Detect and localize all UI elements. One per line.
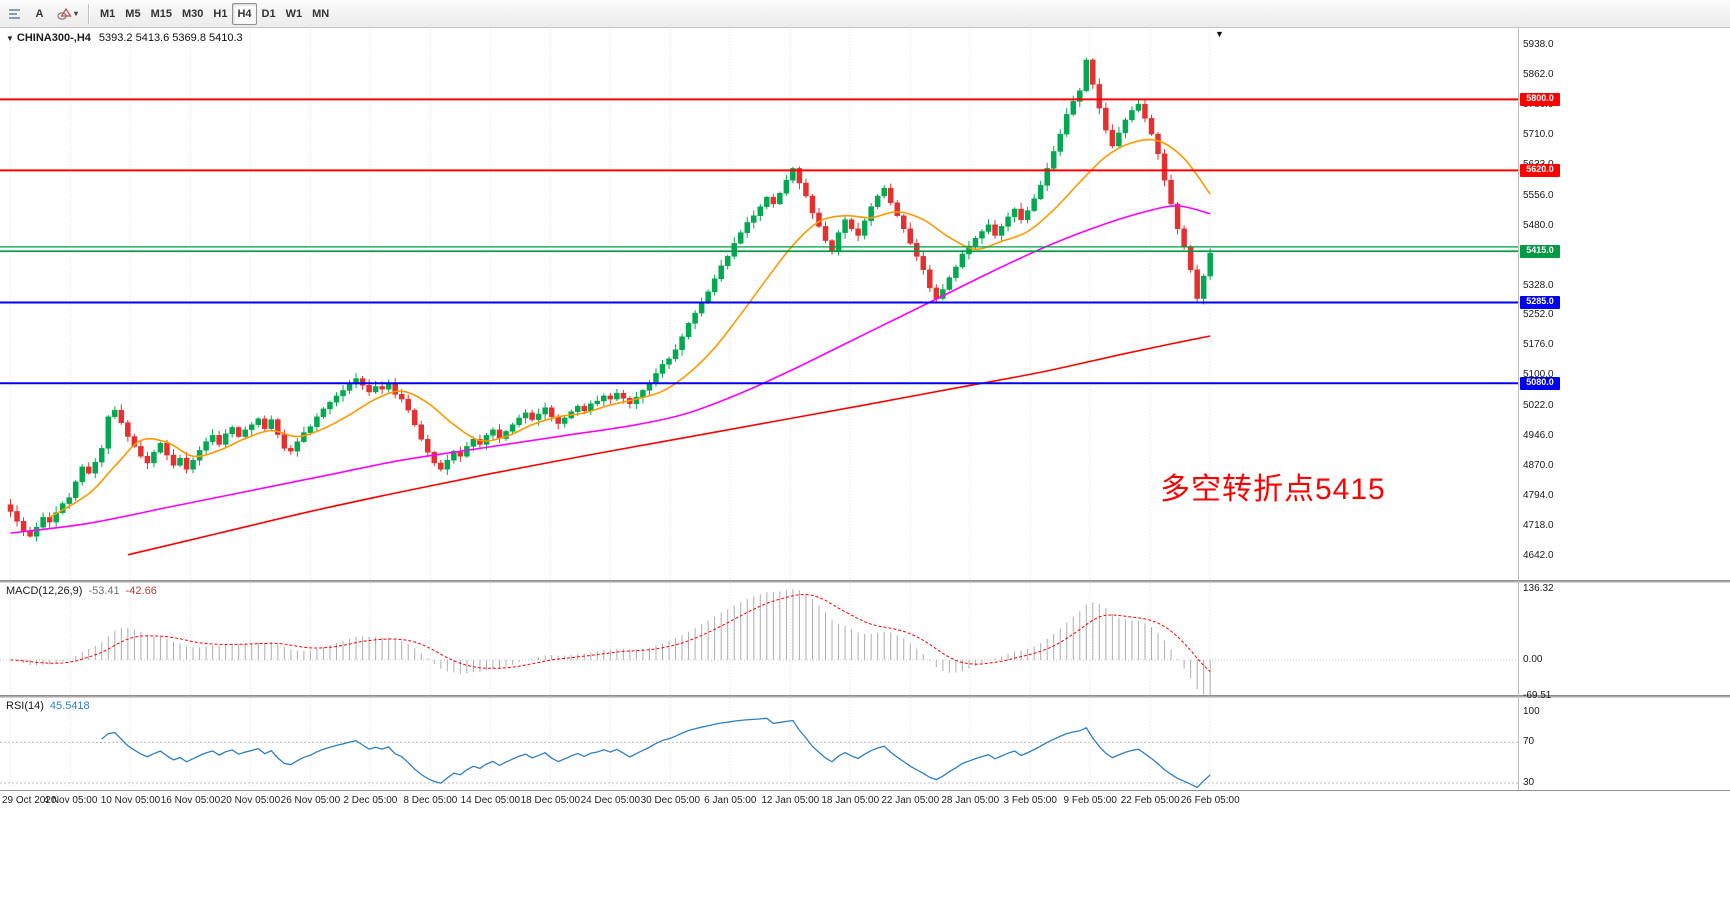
rsi-header: RSI(14) 45.5418 [6,700,90,712]
shapes-icon [57,7,72,20]
timeframe-button-d1[interactable]: D1 [257,3,281,25]
price-axis-border [1518,28,1519,790]
timeframe-button-m5[interactable]: M5 [120,3,145,25]
timeframe-buttons: M1 M5 M15 M30 H1 H4 D1 W1 MN [95,2,334,25]
rsi-line [101,717,1211,789]
cursor-tool-button[interactable] [3,3,27,25]
timeframe-button-h1[interactable]: H1 [208,3,232,25]
rsi-label: RSI(14) [6,700,44,712]
macd-signal-value: -42.66 [125,585,157,597]
time-axis-border [0,790,1730,791]
ohlc-values: 5393.2 5413.6 5369.8 5410.3 [98,32,243,44]
chart-shift-marker[interactable]: ▼ [1215,29,1224,39]
ma-medium-line [10,205,1211,534]
expand-ohlc-icon[interactable]: ▼ [6,34,14,43]
chevron-down-icon: ▾ [74,9,79,18]
toolbar-separator [88,3,91,24]
shapes-tool-button[interactable]: ▾ [52,3,83,25]
timeframe-button-m15[interactable]: M15 [146,3,177,25]
timeframe-button-w1[interactable]: W1 [281,3,308,25]
grid-lines [10,29,1211,788]
chart-annotation-text: 多空转折点5415 [1160,473,1386,506]
macd-label: MACD(12,26,9) [6,585,83,597]
cursor-lines-icon [9,8,20,19]
macd-histogram [16,589,1211,695]
chart-header: ▼ CHINA300-,H4 5393.2 5413.6 5369.8 5410.3 [6,32,243,44]
text-tool-button[interactable]: A [28,3,51,25]
timeframe-button-m30[interactable]: M30 [177,3,208,25]
candles-layer [7,57,1213,542]
timeframe-button-h4[interactable]: H4 [232,2,257,25]
rsi-value: 45.5418 [49,700,90,712]
macd-header: MACD(12,26,9) -53.41 -42.66 [6,585,157,597]
panel-splitter-macd[interactable] [0,580,1730,583]
ma-fast-line [49,138,1211,519]
ma-slow-line [127,335,1211,556]
text-tool-label: A [35,7,44,20]
symbol-timeframe-label: CHINA300-,H4 [16,32,91,44]
timeframe-button-mn[interactable]: MN [307,3,334,25]
panel-splitter-rsi[interactable] [0,695,1730,698]
timeframe-button-m1[interactable]: M1 [95,3,120,25]
macd-main-value: -53.41 [88,585,120,597]
chart-toolbar: A ▾ M1 M5 M15 M30 H1 H4 D1 W1 MN [0,0,1730,28]
macd-signal-line [10,594,1211,673]
